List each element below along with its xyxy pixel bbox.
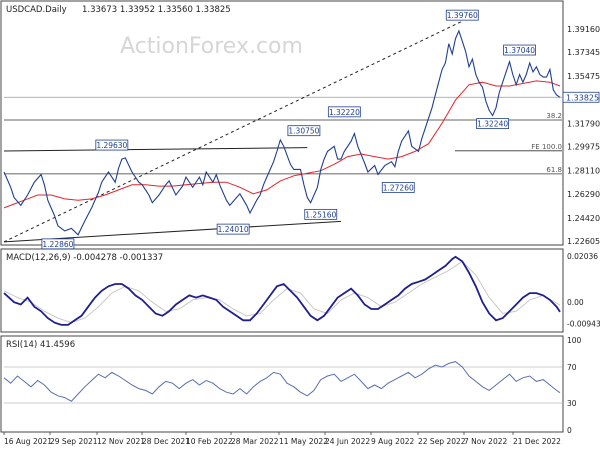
x-tick-label: 28 Dec 2021 xyxy=(142,437,190,446)
trendline-dashed-trend xyxy=(3,20,463,243)
annotation-label: 1.39760 xyxy=(447,11,478,20)
annotation-box xyxy=(327,106,361,118)
current-price-tag xyxy=(562,91,600,103)
rsi-y-tick: 30 xyxy=(567,399,577,408)
x-tick-label: 16 Aug 2021 xyxy=(4,437,52,446)
x-tick-label: 11 May 2022 xyxy=(279,437,328,446)
price-y-tick: 1.28110 xyxy=(567,167,600,176)
annotation-label: 1.32240 xyxy=(477,120,508,129)
fib-label: 61.8 xyxy=(546,166,562,174)
x-tick-label: 29 Sep 2021 xyxy=(50,437,98,446)
ohlc-readout: 1.33673 1.33952 1.33560 1.33825 xyxy=(82,5,231,15)
price-y-tick: 1.26290 xyxy=(567,190,600,199)
macd-panel xyxy=(0,248,564,333)
annotation-box xyxy=(41,238,75,250)
fib-label: 38.2 xyxy=(546,112,562,120)
macd-y-tick: -0.009438 xyxy=(567,320,600,329)
annotation-label: 1.30750 xyxy=(288,127,319,136)
annotation-label: 1.27260 xyxy=(383,183,414,192)
x-tick-label: 9 Aug 2022 xyxy=(371,437,414,446)
annotation-label: 1.25160 xyxy=(305,210,336,219)
annotation-box xyxy=(304,208,338,220)
current-price-label: 1.33825 xyxy=(566,93,599,102)
macd-y-tick: 0.02036 xyxy=(567,252,598,261)
x-tick-label: 10 Feb 2022 xyxy=(186,437,233,446)
annotation-box xyxy=(476,118,510,129)
price-y-tick: 1.35475 xyxy=(567,72,600,81)
annotation-box xyxy=(95,139,129,151)
fib-label: FE 100.0 xyxy=(531,143,562,151)
rsi-y-tick: 0 xyxy=(567,426,572,435)
annotation-label: 1.29630 xyxy=(96,141,127,150)
rsi-panel xyxy=(0,335,564,433)
annotation-box xyxy=(287,125,321,137)
x-tick-label: 21 Dec 2022 xyxy=(513,437,561,446)
rsi-title: RSI(14) 41.4596 xyxy=(6,340,75,350)
annotation-label: 1.24010 xyxy=(218,225,249,234)
x-tick-label: 24 Jun 2022 xyxy=(325,437,370,446)
price-line xyxy=(3,29,561,236)
x-tick-label: 28 Mar 2022 xyxy=(231,437,279,446)
rsi-line xyxy=(3,361,561,402)
macd-y-tick: 0.00 xyxy=(567,298,584,307)
trendline-upper-channel xyxy=(3,147,308,152)
x-tick-label: 22 Sep 2022 xyxy=(418,437,466,446)
price-y-tick: 1.31790 xyxy=(567,119,600,128)
price-panel xyxy=(0,0,564,246)
macd-title: MACD(12,26,9) -0.004278 -0.001337 xyxy=(6,253,163,263)
macd-line xyxy=(3,255,561,326)
price-y-tick: 1.22605 xyxy=(567,237,600,246)
ma-line xyxy=(3,80,561,209)
rsi-y-tick: 70 xyxy=(567,363,577,372)
annotation-box xyxy=(503,44,536,56)
rsi-y-tick: 100 xyxy=(567,336,582,345)
price-y-tick: 1.37345 xyxy=(567,48,600,57)
annotation-box xyxy=(445,9,479,21)
price-y-tick: 1.24420 xyxy=(567,214,600,223)
x-tick-label: 7 Nov 2022 xyxy=(464,437,507,446)
price-y-tick: 1.39160 xyxy=(567,25,600,34)
annotation-box xyxy=(216,223,250,235)
annotation-label: 1.37040 xyxy=(504,46,535,55)
annotation-box xyxy=(381,182,415,193)
trendline-lower-channel xyxy=(3,220,342,243)
annotation-label: 1.32220 xyxy=(329,108,360,117)
price-y-tick: 1.29975 xyxy=(567,143,600,152)
x-tick-label: 12 Nov 2021 xyxy=(97,437,145,446)
price-title: USDCAD.Daily xyxy=(6,5,67,15)
watermark-text: ActionForex.com xyxy=(120,34,303,59)
annotation-label: 1.22860 xyxy=(42,240,73,249)
